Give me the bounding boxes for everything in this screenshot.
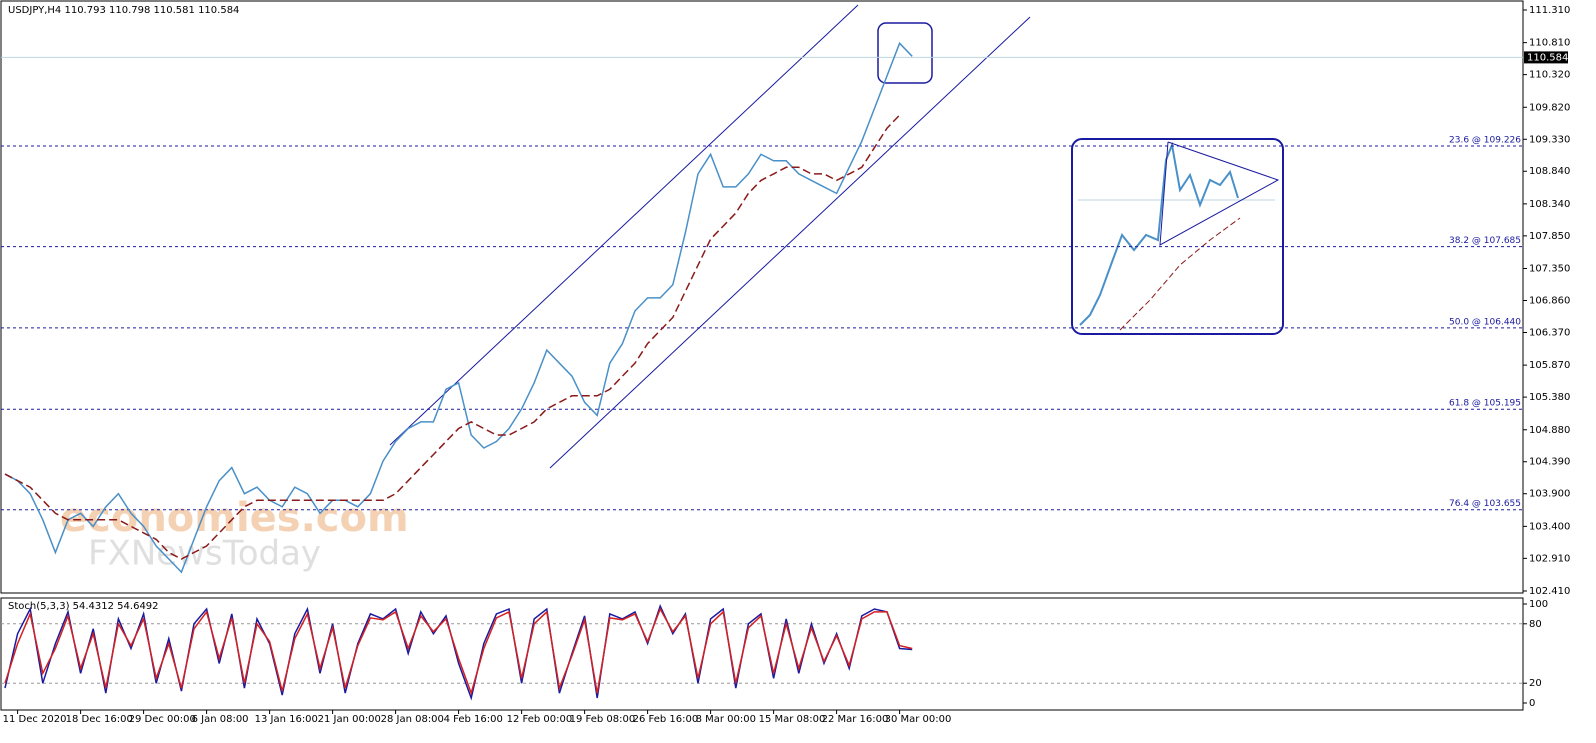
- y-tick-label: 106.860: [1529, 296, 1570, 307]
- y-tick-label: 107.850: [1529, 231, 1570, 242]
- x-tick-label: 13 Jan 16:00: [255, 714, 318, 725]
- stoch-line: [4, 603, 913, 701]
- moving-average: [4, 114, 901, 560]
- y-tick-label: 110.320: [1529, 70, 1570, 81]
- y-tick-label: 109.820: [1529, 102, 1570, 113]
- y-tick-label: 105.380: [1529, 392, 1570, 403]
- stoch-tick-label: 20: [1529, 678, 1542, 689]
- stoch-tick-label: 0: [1529, 698, 1535, 709]
- stoch-pane: [0, 597, 1524, 711]
- current-price-label: 110.584: [1527, 52, 1568, 63]
- y-tick-label: 108.340: [1529, 199, 1570, 210]
- x-tick-label: 19 Feb 08:00: [570, 714, 636, 725]
- chart-title: USDJPY,H4 110.793 110.798 110.581 110.58…: [8, 5, 239, 16]
- stoch-tick-label: 80: [1529, 619, 1542, 630]
- y-tick-label: 108.840: [1529, 166, 1570, 177]
- x-tick-label: 29 Dec 00:00: [129, 714, 196, 725]
- highlight-box: [877, 22, 933, 84]
- x-tick-label: 30 Mar 00:00: [885, 714, 952, 725]
- watermark: FXNewsToday: [88, 534, 321, 574]
- stoch-line: [4, 607, 913, 696]
- main-pane: [0, 0, 1524, 594]
- x-tick-label: 8 Mar 00:00: [696, 714, 756, 725]
- x-tick-label: 12 Feb 00:00: [507, 714, 573, 725]
- y-tick-label: 110.810: [1529, 38, 1570, 49]
- y-tick-label: 103.900: [1529, 489, 1570, 500]
- fib-label: 23.6 @ 109.226: [1449, 136, 1521, 146]
- stoch-title: Stoch(5,3,3) 54.4312 54.6492: [8, 601, 159, 612]
- y-tick-label: 109.330: [1529, 134, 1570, 145]
- inset: [1071, 138, 1284, 335]
- fib-label: 76.4 @ 103.655: [1449, 499, 1521, 509]
- inset-ma: [1119, 217, 1241, 331]
- y-tick-label: 104.390: [1529, 457, 1570, 468]
- current-price-box: [1524, 51, 1568, 64]
- y-tick-label: 106.370: [1529, 327, 1570, 338]
- fib-label: 50.0 @ 106.440: [1449, 317, 1521, 327]
- y-tick-label: 107.350: [1529, 264, 1570, 275]
- fib-label: 61.8 @ 105.195: [1449, 399, 1521, 409]
- x-tick-label: 22 Mar 16:00: [822, 714, 889, 725]
- y-tick-label: 103.400: [1529, 521, 1570, 532]
- y-tick-label: 105.870: [1529, 360, 1570, 371]
- x-tick-label: 18 Dec 16:00: [66, 714, 133, 725]
- x-tick-label: 11 Dec 2020: [3, 714, 67, 725]
- channel-lower: [549, 16, 1031, 469]
- x-tick-label: 26 Feb 16:00: [633, 714, 699, 725]
- x-tick-label: 4 Feb 16:00: [444, 714, 503, 725]
- x-tick-label: 15 Mar 08:00: [759, 714, 826, 725]
- y-tick-label: 102.910: [1529, 553, 1570, 564]
- inset-triangle: [1159, 141, 1280, 246]
- x-tick-label: 28 Jan 08:00: [381, 714, 444, 725]
- inset-frame: [1071, 138, 1284, 335]
- y-tick-label: 102.410: [1529, 586, 1570, 597]
- price-line: [4, 41, 913, 574]
- channel-upper: [389, 4, 859, 446]
- x-tick-label: 6 Jan 08:00: [192, 714, 249, 725]
- inset-price: [1079, 141, 1239, 326]
- y-tick-label: 104.880: [1529, 425, 1570, 436]
- x-tick-label: 21 Jan 00:00: [318, 714, 381, 725]
- stoch-tick-label: 100: [1529, 599, 1548, 610]
- fib-label: 38.2 @ 107.685: [1449, 236, 1521, 246]
- y-tick-label: 111.310: [1529, 5, 1570, 16]
